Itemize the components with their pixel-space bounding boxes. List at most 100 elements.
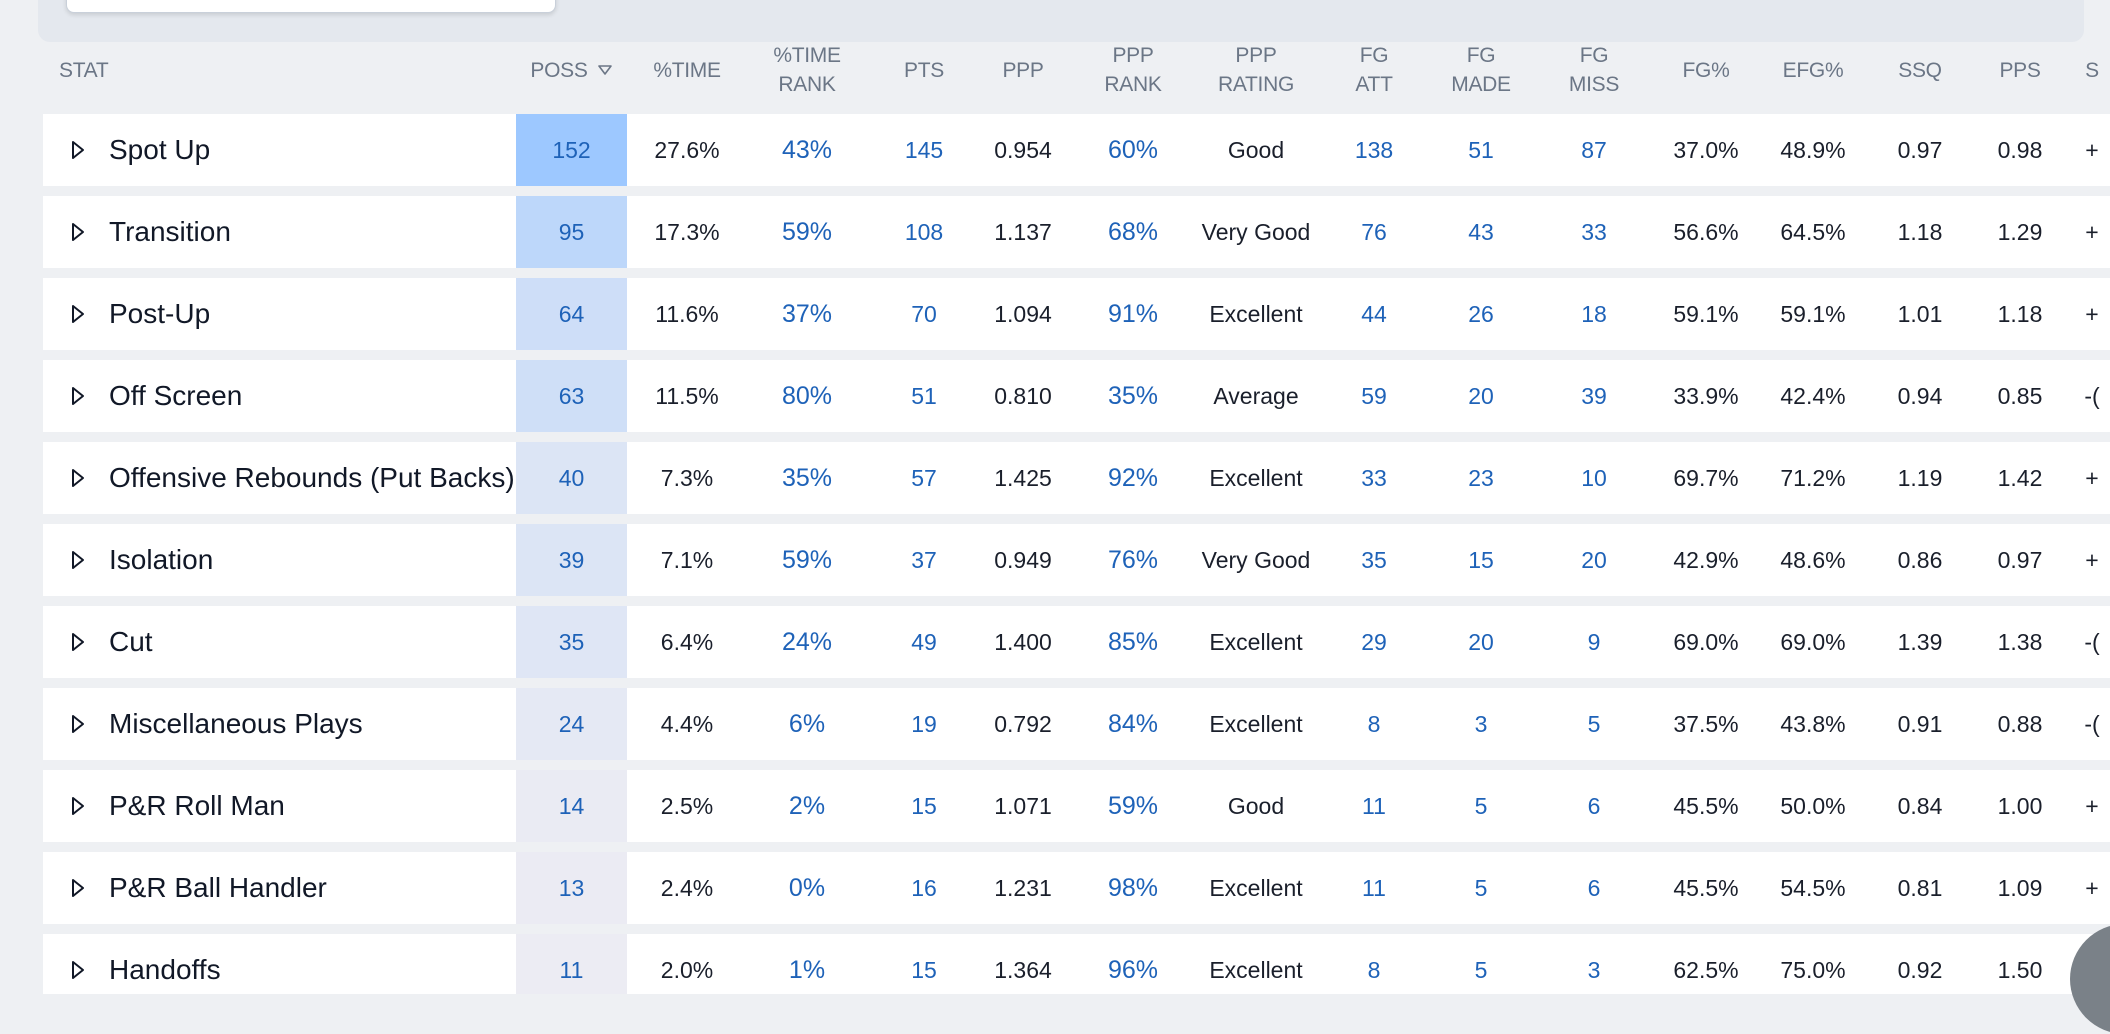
ppp-rank-cell[interactable]: 68% [1107,217,1159,246]
fg-made-cell[interactable]: 23 [1468,464,1494,491]
table-row[interactable]: Cut 35 6.4% 24% 49 1.400 85% Excellent 29 20 9 69.0… [43,606,2110,678]
table-row[interactable]: Offensive Rebounds (Put Backs) 40 7.3% 35% 5… [43,442,2110,514]
fg-made-cell[interactable]: 43 [1468,218,1494,245]
header-fg-pct[interactable]: FG% [1682,58,1730,82]
fg-made-cell[interactable]: 15 [1468,546,1494,573]
pts-cell[interactable]: 15 [911,956,937,983]
ppp-rank-cell[interactable]: 35% [1107,381,1159,410]
pts-cell[interactable]: 70 [911,300,937,327]
table-row[interactable]: Miscellaneous Plays 24 4.4% 6% 19 0.792 84% Exc… [43,688,2110,760]
ppp-rank-cell[interactable]: 59% [1107,791,1159,820]
expand-triangle-icon[interactable] [69,385,87,407]
ppp-rank-cell[interactable]: 96% [1107,955,1159,984]
filter-dropdown[interactable] [66,0,556,13]
stat-cell[interactable]: Handoffs [43,934,515,994]
pct-time-rank-cell[interactable]: 0% [788,873,826,902]
header-ppp[interactable]: PPP [1002,58,1044,82]
pts-cell[interactable]: 19 [911,710,937,737]
ppp-rank-cell[interactable]: 91% [1107,299,1159,328]
fg-made-cell[interactable]: 51 [1468,136,1494,163]
poss-cell[interactable]: 35 [516,606,627,678]
header-ssq[interactable]: SSQ [1898,58,1942,82]
header-pts[interactable]: PTS [904,58,944,82]
expand-triangle-icon[interactable] [69,467,87,489]
expand-triangle-icon[interactable] [69,549,87,571]
stat-cell[interactable]: Spot Up [43,114,515,186]
stat-cell[interactable]: Miscellaneous Plays [43,688,515,760]
fg-att-cell[interactable]: 33 [1361,464,1387,491]
fg-made-cell[interactable]: 26 [1468,300,1494,327]
pts-cell[interactable]: 16 [911,874,937,901]
header-fg-att[interactable]: FG ATT [1355,44,1393,96]
poss-cell[interactable]: 63 [516,360,627,432]
fg-att-cell[interactable]: 76 [1361,218,1387,245]
ppp-rank-cell[interactable]: 85% [1107,627,1159,656]
header-stat[interactable]: STAT [59,58,109,82]
pct-time-rank-cell[interactable]: 2% [788,791,826,820]
fg-made-cell[interactable]: 5 [1474,956,1488,983]
expand-triangle-icon[interactable] [69,303,87,325]
fg-miss-cell[interactable]: 87 [1581,136,1607,163]
pts-cell[interactable]: 51 [911,382,937,409]
fg-att-cell[interactable]: 11 [1362,874,1386,901]
expand-triangle-icon[interactable] [69,713,87,735]
fg-made-cell[interactable]: 5 [1474,874,1488,901]
pct-time-rank-cell[interactable]: 43% [781,135,833,164]
expand-triangle-icon[interactable] [69,631,87,653]
ppp-rank-cell[interactable]: 60% [1107,135,1159,164]
fg-att-cell[interactable]: 8 [1367,710,1381,737]
stat-cell[interactable]: Isolation [43,524,515,596]
fg-miss-cell[interactable]: 18 [1581,300,1607,327]
pts-cell[interactable]: 15 [911,792,937,819]
header-pct-time-rank[interactable]: %TIME RANK [773,44,841,96]
fg-miss-cell[interactable]: 3 [1587,956,1601,983]
fg-att-cell[interactable]: 29 [1361,628,1387,655]
ppp-rank-cell[interactable]: 76% [1107,545,1159,574]
fg-miss-cell[interactable]: 5 [1587,710,1601,737]
fg-att-cell[interactable]: 11 [1362,792,1386,819]
table-row[interactable]: Post-Up 64 11.6% 37% 70 1.094 91% Excellent 44 26… [43,278,2110,350]
stat-cell[interactable]: P&R Roll Man [43,770,515,842]
stat-cell[interactable]: Offensive Rebounds (Put Backs) [43,442,515,514]
pct-time-rank-cell[interactable]: 1% [788,955,826,984]
header-ppp-rank[interactable]: PPP RANK [1104,44,1162,96]
table-row[interactable]: P&R Ball Handler 13 2.4% 0% 16 1.231 98% Excell… [43,852,2110,924]
table-row[interactable]: Off Screen 63 11.5% 80% 51 0.810 35% Average 59 2… [43,360,2110,432]
fg-miss-cell[interactable]: 9 [1587,628,1601,655]
fg-miss-cell[interactable]: 10 [1581,464,1607,491]
poss-cell[interactable]: 39 [516,524,627,596]
fg-att-cell[interactable]: 35 [1361,546,1387,573]
header-pps[interactable]: PPS [1999,58,2041,82]
expand-triangle-icon[interactable] [69,877,87,899]
poss-cell[interactable]: 24 [516,688,627,760]
fg-miss-cell[interactable]: 6 [1587,792,1601,819]
stat-cell[interactable]: Cut [43,606,515,678]
poss-cell[interactable]: 13 [516,852,627,924]
poss-cell[interactable]: 64 [516,278,627,350]
pct-time-rank-cell[interactable]: 59% [781,545,833,574]
stat-cell[interactable]: Off Screen [43,360,515,432]
fg-miss-cell[interactable]: 33 [1581,218,1607,245]
ppp-rank-cell[interactable]: 92% [1107,463,1159,492]
stat-cell[interactable]: Post-Up [43,278,515,350]
pct-time-rank-cell[interactable]: 80% [781,381,833,410]
pct-time-rank-cell[interactable]: 6% [788,709,826,738]
poss-cell[interactable]: 11 [516,934,627,994]
ppp-rank-cell[interactable]: 84% [1107,709,1159,738]
header-fg-made[interactable]: FG MADE [1451,44,1511,96]
pts-cell[interactable]: 108 [904,218,944,245]
table-row[interactable]: Isolation 39 7.1% 59% 37 0.949 76% Very Good 35 1… [43,524,2110,596]
pts-cell[interactable]: 57 [911,464,937,491]
poss-cell[interactable]: 40 [516,442,627,514]
header-ppp-rating[interactable]: PPP RATING [1218,44,1294,96]
stat-cell[interactable]: Transition [43,196,515,268]
header-efg-pct[interactable]: EFG% [1782,58,1844,82]
fg-att-cell[interactable]: 8 [1367,956,1381,983]
fg-made-cell[interactable]: 20 [1468,382,1494,409]
fg-att-cell[interactable]: 44 [1361,300,1387,327]
pts-cell[interactable]: 49 [911,628,937,655]
expand-triangle-icon[interactable] [69,959,87,981]
expand-triangle-icon[interactable] [69,795,87,817]
fg-att-cell[interactable]: 59 [1361,382,1387,409]
pts-cell[interactable]: 37 [911,546,937,573]
